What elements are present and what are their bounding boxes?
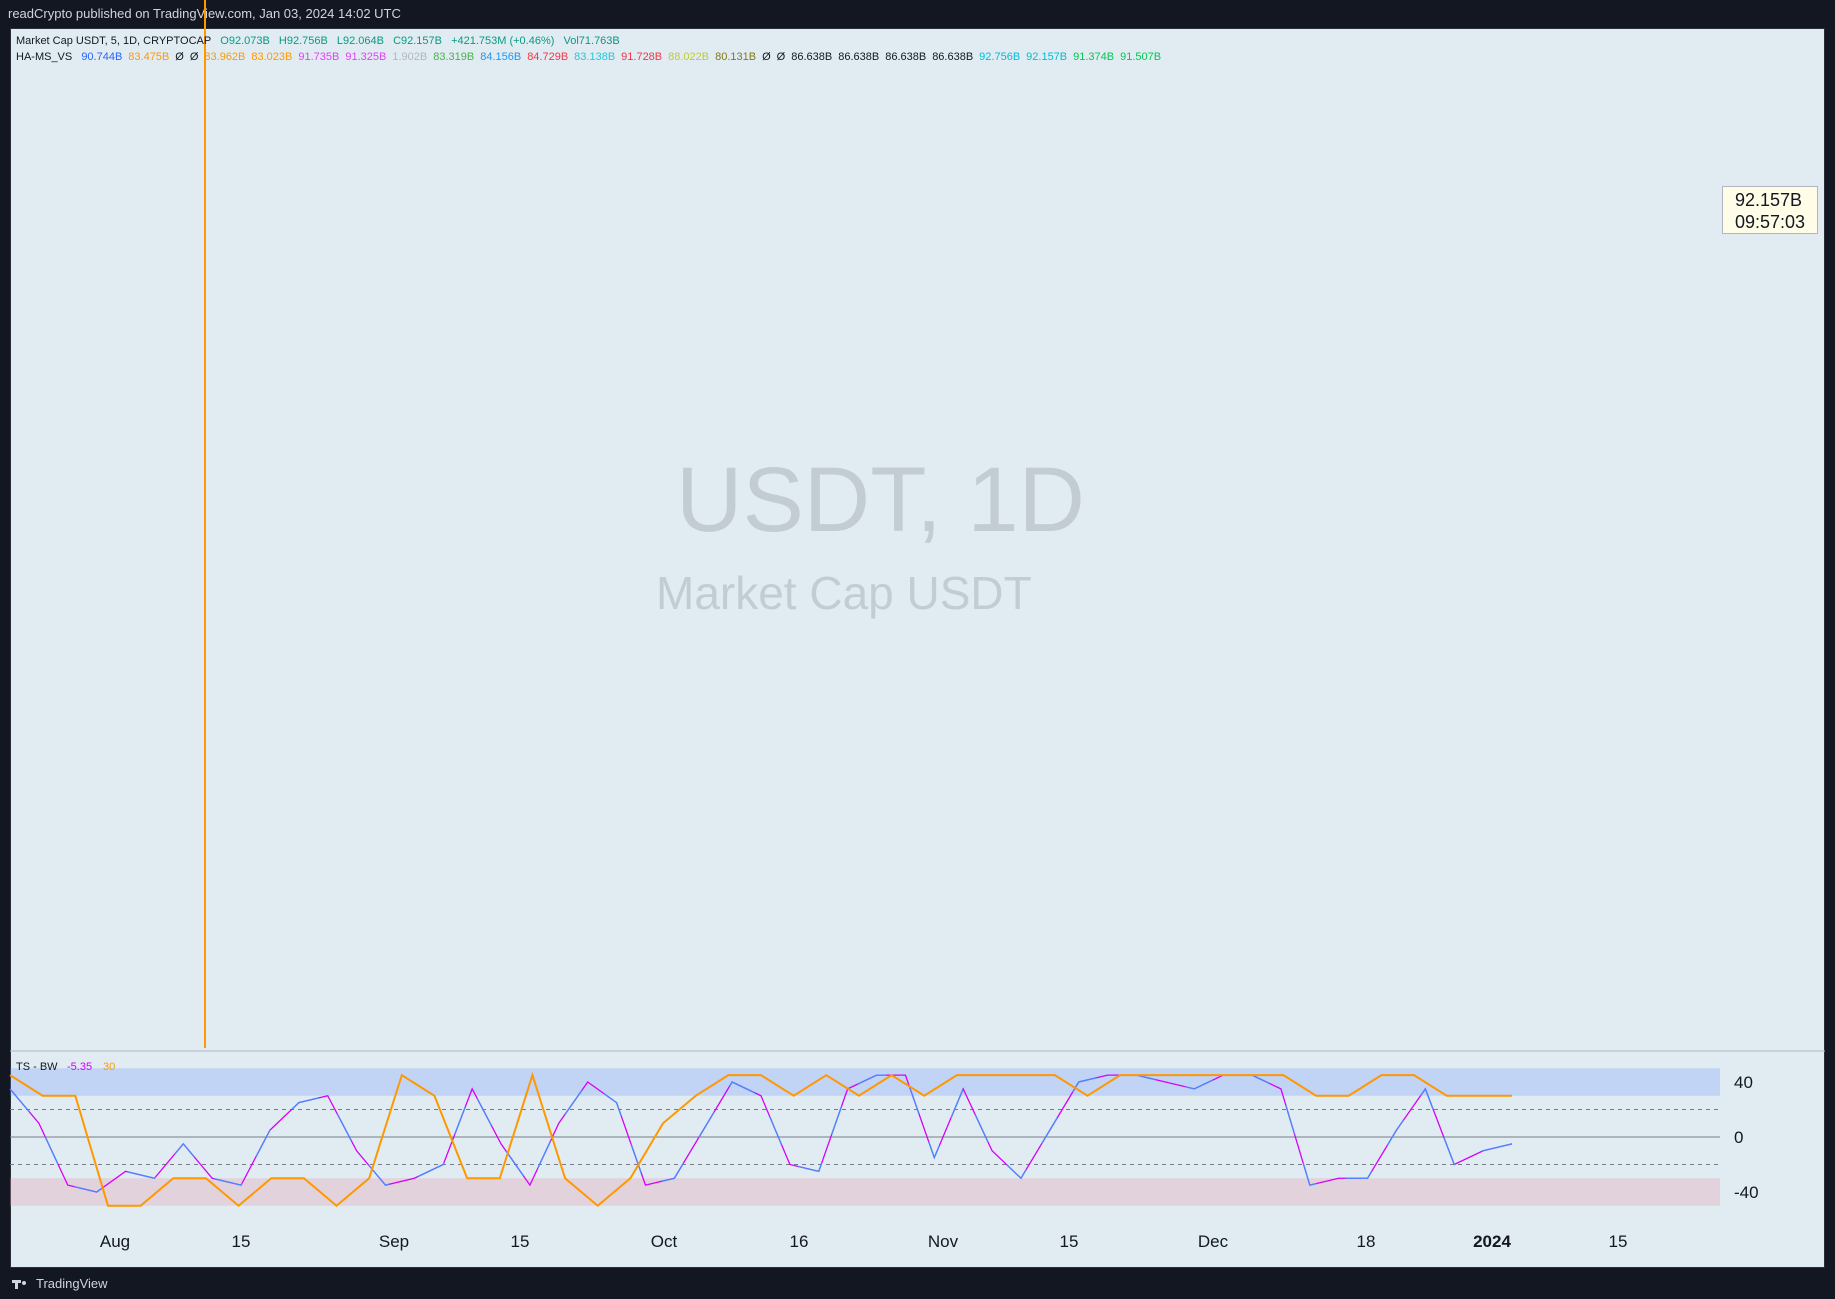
time-tick-label: Oct — [651, 1232, 678, 1251]
legend-line-2: HA-MS_VS 90.744B 83.475B Ø Ø 83.962B 83.023B 9… — [16, 51, 1167, 63]
tradingview-logo-icon — [12, 1278, 30, 1289]
time-tick-label: 15 — [232, 1232, 251, 1251]
osc-value: -5.35 — [67, 1061, 92, 1073]
time-tick-label: 15 — [511, 1232, 530, 1251]
chart-frame[interactable] — [10, 28, 1825, 1268]
legend-high: H92.756B — [278, 35, 328, 47]
indicator-value: Ø — [762, 51, 771, 63]
watermark-symbol: USDT, 1D — [676, 449, 1085, 551]
oscillator-pane: 40 0 -40 TS - BW -5.35 30 — [9, 1050, 1825, 1208]
legend-low: L92.064B — [336, 35, 384, 47]
time-tick-label: Nov — [928, 1232, 959, 1251]
footer: TradingView — [0, 1268, 1835, 1299]
indicator-value: Ø — [175, 51, 184, 63]
watermark-name: Market Cap USDT — [656, 567, 1032, 619]
indicator-value: 92.756B — [979, 51, 1021, 63]
oversold-zone — [10, 1178, 1720, 1206]
indicator-value: 90.744B — [81, 51, 123, 63]
indicator-value: 84.729B — [527, 51, 569, 63]
time-tick-label: Sep — [379, 1232, 409, 1251]
indicator-value: 80.131B — [715, 51, 757, 63]
legend-symbol: Market Cap USDT, 5, 1D, CRYPTOCAP — [16, 35, 212, 47]
time-tick-label: 2024 — [1473, 1232, 1511, 1251]
osc-tick-label: 40 — [1734, 1073, 1753, 1092]
legend-volume: Vol71.763B — [563, 35, 620, 47]
bar-countdown: 09:57:03 — [1735, 212, 1806, 232]
legend-line-1: Market Cap USDT, 5, 1D, CRYPTOCAP O92.07… — [16, 35, 626, 47]
time-axis: Aug 15 Sep 15 Oct 16 Nov 15 Dec 18 2024 15 — [100, 1232, 1628, 1251]
indicator-value: 1.902B — [392, 51, 428, 63]
indicator-value: 86.638B — [838, 51, 880, 63]
indicator-value: 83.023B — [251, 51, 293, 63]
osc-tick-label: 0 — [1734, 1128, 1743, 1147]
osc-tick-label: -40 — [1734, 1183, 1759, 1202]
indicator-value: 91.374B — [1073, 51, 1115, 63]
indicator-value: 86.638B — [791, 51, 833, 63]
osc-line-orange — [9, 1071, 1512, 1208]
indicator-value: 83.475B — [128, 51, 170, 63]
indicator-value: 86.638B — [885, 51, 927, 63]
time-tick-label: Dec — [1198, 1232, 1229, 1251]
time-tick-label: 16 — [790, 1232, 809, 1251]
indicator-value: 83.962B — [204, 51, 246, 63]
indicator-value: 91.735B — [298, 51, 340, 63]
time-tick-label: 15 — [1060, 1232, 1079, 1251]
last-price-badge: 92.157B 09:57:03 — [1722, 186, 1818, 234]
indicator-value: 86.638B — [932, 51, 974, 63]
indicator-value: Ø — [776, 51, 786, 63]
indicator-lines: 82.098B — [204, 0, 206, 1048]
indicator-value: Ø — [189, 51, 199, 63]
indicator-value: 88.022B — [668, 51, 710, 63]
indicator-value: 92.157B — [1026, 51, 1068, 63]
time-tick-label: Aug — [100, 1232, 130, 1251]
indicator-value: 83.138B — [574, 51, 616, 63]
last-price: 92.157B — [1735, 190, 1803, 210]
indicator-name: HA-MS_VS — [16, 51, 73, 63]
indicator-value: 91.507B — [1120, 51, 1162, 63]
indicator-value: 91.325B — [345, 51, 387, 63]
legend-open: O92.073B — [220, 35, 270, 47]
time-tick-label: 18 — [1357, 1232, 1376, 1251]
indicator-value: 83.319B — [433, 51, 475, 63]
osc-line-blue — [9, 1074, 1513, 1193]
osc-value: 30 — [103, 1061, 115, 1073]
footer-brand: TradingView — [36, 1276, 108, 1291]
time-tick-label: 15 — [1609, 1232, 1628, 1251]
legend-close: C92.157B — [393, 35, 442, 47]
osc-title: TS - BW — [16, 1061, 58, 1073]
legend-change: +421.753M (+0.46%) — [451, 35, 555, 47]
indicator-value: 91.728B — [621, 51, 663, 63]
indicator-value: 84.156B — [480, 51, 522, 63]
